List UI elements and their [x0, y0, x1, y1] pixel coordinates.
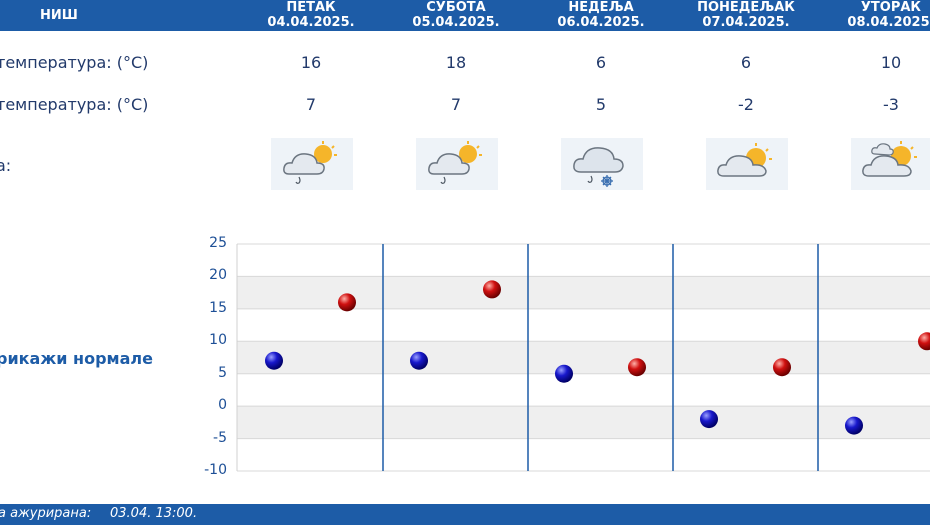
- grid-band: [237, 406, 930, 439]
- min-temp-value: -3: [883, 95, 899, 114]
- day-header: НЕДЕЉА 06.04.2025.: [526, 0, 676, 30]
- day-date: 04.04.2025.: [267, 15, 355, 30]
- y-tick-label: -5: [213, 429, 227, 446]
- y-tick-label: 20: [209, 267, 227, 284]
- day-header: СУБОТА 05.04.2025.: [381, 0, 531, 30]
- grid-band: [237, 341, 930, 374]
- max-temp-value: 16: [300, 53, 322, 72]
- day-date: 05.04.2025.: [412, 15, 500, 30]
- y-tick-label: 10: [209, 332, 227, 349]
- max-temp-point: [483, 280, 501, 299]
- min-temp-value: -2: [738, 95, 754, 114]
- day-name: ПОНЕДЕЉАК: [697, 0, 795, 15]
- day-name: СУБОТА: [426, 0, 486, 15]
- footer-bar: а ажурирана: 03.04. 13:00.: [0, 504, 930, 525]
- min-temp-value: 7: [305, 95, 317, 114]
- day-header: ПОНЕДЕЉАК 07.04.2025.: [671, 0, 821, 30]
- y-tick-label: -10: [204, 462, 227, 478]
- partly-cloudy-icon: [851, 138, 930, 190]
- partly-cloudy-icon: [706, 138, 788, 190]
- y-tick-label: 25: [209, 235, 227, 251]
- grid-band: [237, 438, 930, 471]
- grid-band: [237, 276, 930, 309]
- day-name: НЕДЕЉА: [568, 0, 634, 15]
- max-temp-point: [773, 358, 791, 377]
- min-temp-point: [555, 364, 573, 383]
- updated-value: 03.04. 13:00.: [110, 506, 198, 521]
- forecast-header: НИШ ПЕТАК 04.04.2025. СУБОТА 05.04.2025.…: [0, 0, 930, 31]
- show-normals-link[interactable]: рикажи нормале: [0, 349, 153, 368]
- min-temp-point: [700, 410, 718, 429]
- y-tick-label: 0: [218, 397, 227, 414]
- day-date: 06.04.2025.: [557, 15, 645, 30]
- max-temp-value: 6: [595, 53, 607, 72]
- day-header: ПЕТАК 04.04.2025.: [236, 0, 386, 30]
- min-temp-point: [410, 351, 428, 370]
- y-tick-label: 5: [218, 364, 227, 381]
- min-temp-point: [845, 416, 863, 435]
- max-temp-value: 18: [445, 53, 467, 72]
- min-temp-point: [265, 351, 283, 370]
- day-header: УТОРАК 08.04.2025.: [816, 0, 930, 30]
- max-temp-value: 10: [880, 53, 902, 72]
- max-temp-point: [338, 293, 356, 312]
- min-temp-value: 5: [595, 95, 607, 114]
- updated-label: а ажурирана:: [0, 506, 92, 521]
- grid-band: [237, 373, 930, 407]
- day-name: УТОРАК: [860, 0, 922, 15]
- y-tick-label: 15: [209, 299, 227, 316]
- grid-band: [237, 308, 930, 342]
- day-date: 08.04.2025.: [847, 15, 930, 30]
- max-temp-value: 6: [740, 53, 752, 72]
- max-temp-point: [628, 358, 646, 377]
- min-temp-label: температура: (°C): [0, 95, 149, 114]
- partly-cloudy-rain-icon: [271, 138, 353, 190]
- partly-cloudy-rain-icon: [416, 138, 498, 190]
- day-date: 07.04.2025.: [702, 15, 790, 30]
- weather-label: а:: [0, 156, 12, 175]
- city-name: НИШ: [40, 8, 78, 23]
- min-temp-value: 7: [450, 95, 462, 114]
- day-name: ПЕТАК: [286, 0, 336, 15]
- max-temp-label: температура: (°C): [0, 53, 149, 72]
- max-temp-point: [918, 332, 930, 351]
- cloud-rain-snow-icon: [561, 138, 643, 190]
- grid-band: [237, 244, 930, 277]
